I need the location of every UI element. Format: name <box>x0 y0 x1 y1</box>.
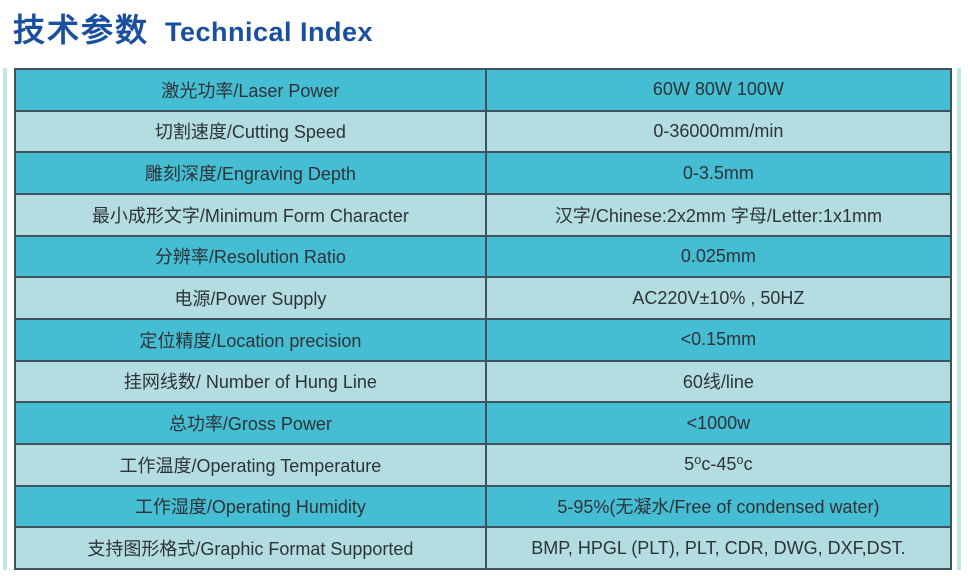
spec-value-cell: 5⁰c-45⁰c <box>484 442 953 487</box>
spec-value-cell: AC220V±10% , 50HZ <box>484 276 953 320</box>
table-row: 切割速度/Cutting Speed 0-36000mm/min <box>14 109 953 154</box>
spec-label-cell: 工作湿度/Operating Humidity <box>14 484 487 529</box>
spec-value-cell: <0.15mm <box>484 317 953 362</box>
spec-value-cell: 0.025mm <box>484 234 953 279</box>
spec-value-cell: <1000w <box>484 401 953 445</box>
spec-value-cell: BMP, HPGL (PLT), PLT, CDR, DWG, DXF,DST. <box>484 526 953 570</box>
spec-value-cell: 60W 80W 100W <box>484 68 953 112</box>
spec-label-cell: 电源/Power Supply <box>14 276 487 320</box>
spec-label-cell: 总功率/Gross Power <box>14 401 487 445</box>
page-title-english: Technical Index <box>165 17 374 47</box>
right-edge-stripe <box>957 68 961 570</box>
table-row: 总功率/Gross Power <1000w <box>14 401 953 445</box>
spec-label-cell: 雕刻深度/Engraving Depth <box>14 151 487 195</box>
spec-label-cell: 定位精度/Location precision <box>14 317 487 362</box>
page-title-chinese: 技术参数 <box>13 12 150 48</box>
table-row: 工作温度/Operating Temperature 5⁰c-45⁰c <box>14 442 953 487</box>
table-row: 雕刻深度/Engraving Depth 0-3.5mm <box>14 151 953 195</box>
spec-label-cell: 最小成形文字/Minimum Form Character <box>14 192 487 237</box>
table-row: 最小成形文字/Minimum Form Character 汉字/Chinese… <box>14 192 953 237</box>
technical-spec-table: 激光功率/Laser Power 60W 80W 100W 切割速度/Cutti… <box>14 68 953 570</box>
spec-label-cell: 分辨率/Resolution Ratio <box>14 234 487 279</box>
table-row: 支持图形格式/Graphic Format Supported BMP, HPG… <box>14 526 953 570</box>
page-title: 技术参数 Technical Index <box>13 6 373 56</box>
spec-label-cell: 挂网线数/ Number of Hung Line <box>14 359 487 404</box>
left-edge-stripe <box>3 68 7 570</box>
spec-table-body: 激光功率/Laser Power 60W 80W 100W 切割速度/Cutti… <box>14 68 953 570</box>
spec-value-cell: 60线/line <box>484 359 953 404</box>
spec-value-cell: 0-3.5mm <box>484 151 953 195</box>
table-row: 电源/Power Supply AC220V±10% , 50HZ <box>14 276 953 320</box>
spec-value-cell: 5-95%(无凝水/Free of condensed water) <box>484 484 953 529</box>
spec-value-cell: 汉字/Chinese:2x2mm 字母/Letter:1x1mm <box>484 192 953 237</box>
table-row: 激光功率/Laser Power 60W 80W 100W <box>14 68 953 112</box>
spec-value-cell: 0-36000mm/min <box>484 109 953 154</box>
spec-label-cell: 支持图形格式/Graphic Format Supported <box>14 526 487 570</box>
table-row: 定位精度/Location precision <0.15mm <box>14 317 953 362</box>
table-row: 挂网线数/ Number of Hung Line 60线/line <box>14 359 953 404</box>
spec-label-cell: 激光功率/Laser Power <box>14 68 487 112</box>
table-row: 分辨率/Resolution Ratio 0.025mm <box>14 234 953 279</box>
table-row: 工作湿度/Operating Humidity 5-95%(无凝水/Free o… <box>14 484 953 529</box>
spec-label-cell: 切割速度/Cutting Speed <box>14 109 487 154</box>
spec-label-cell: 工作温度/Operating Temperature <box>14 442 487 487</box>
